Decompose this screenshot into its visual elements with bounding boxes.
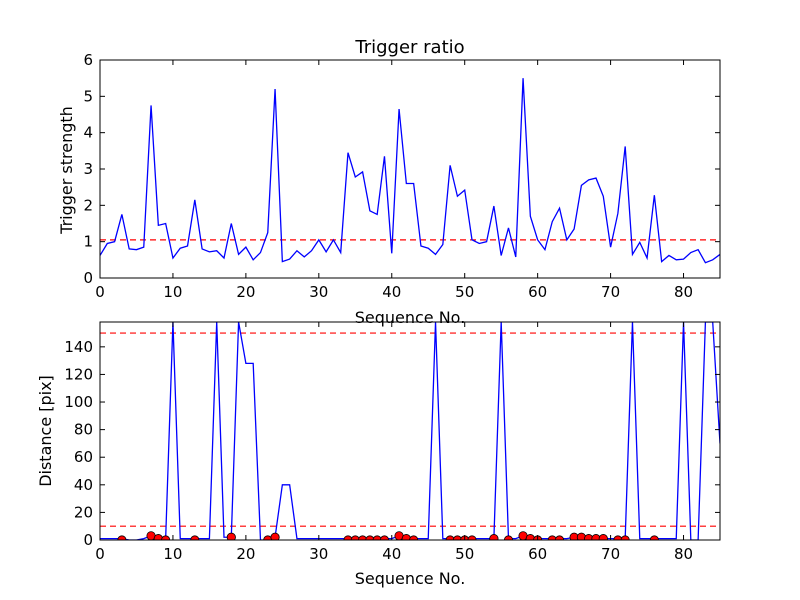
- y-tick-label: 4: [83, 124, 93, 142]
- y-tick-label: 100: [64, 393, 93, 411]
- x-tick-label: 80: [674, 283, 693, 301]
- x-axis-label: Sequence No.: [355, 569, 466, 588]
- data-point: [598, 534, 608, 540]
- y-tick-label: 6: [83, 51, 93, 69]
- y-axis-label: Distance [pix]: [36, 375, 55, 487]
- y-tick-label: 60: [74, 448, 93, 466]
- trigger-ratio-panel: Trigger ratio 0 10 20 30 40 50 60 70 80 0 1 2 3 4 5 6 S…: [57, 37, 721, 327]
- y-tick-label: 2: [83, 196, 93, 214]
- series-line: [100, 322, 720, 540]
- x-tick-label: 0: [95, 545, 105, 563]
- y-axis-label: Trigger strength: [57, 106, 76, 235]
- x-tick-label: 30: [309, 283, 328, 301]
- x-tick-label: 10: [163, 283, 182, 301]
- x-tick-label: 50: [455, 545, 474, 563]
- plot-frame: [99, 321, 721, 541]
- y-tick-label: 80: [74, 421, 93, 439]
- y-tick-label: 140: [64, 338, 93, 356]
- chart-title: Trigger ratio: [354, 37, 464, 58]
- y-tick-label: 0: [83, 269, 93, 287]
- x-tick-label: 70: [601, 283, 620, 301]
- y-tick-label: 5: [83, 87, 93, 105]
- y-tick-label: 0: [83, 531, 93, 549]
- y-tick-label: 40: [74, 476, 93, 494]
- plot-area: 0 10 20 30 40 50 60 70 80 0 20 40 60 80 100 120 140: [64, 321, 721, 563]
- y-tick-label: 3: [83, 160, 93, 178]
- x-tick-label: 30: [309, 545, 328, 563]
- x-tick-label: 50: [455, 283, 474, 301]
- x-tick-label: 40: [382, 545, 401, 563]
- data-point: [270, 532, 280, 540]
- y-tick-label: 20: [74, 503, 93, 521]
- data-point: [489, 534, 499, 540]
- x-tick-label: 80: [674, 545, 693, 563]
- y-tick-label: 1: [83, 233, 93, 251]
- y-tick-label: 120: [64, 365, 93, 383]
- series-line: [100, 78, 720, 264]
- x-tick-label: 20: [236, 283, 255, 301]
- x-tick-label: 10: [163, 545, 182, 563]
- distance-panel: 0 10 20 30 40 50 60 70 80 0 20 40 60 80 100 120 140 Sequ…: [36, 321, 721, 588]
- x-tick-label: 40: [382, 283, 401, 301]
- data-point: [226, 532, 236, 540]
- x-tick-label: 60: [528, 545, 547, 563]
- x-tick-label: 60: [528, 283, 547, 301]
- x-tick-label: 20: [236, 545, 255, 563]
- x-tick-label: 70: [601, 545, 620, 563]
- x-tick-label: 0: [95, 283, 105, 301]
- plot-area: 0 10 20 30 40 50 60 70 80 0 1 2 3 4 5 6: [83, 51, 721, 301]
- x-axis-label: Sequence No.: [355, 308, 466, 327]
